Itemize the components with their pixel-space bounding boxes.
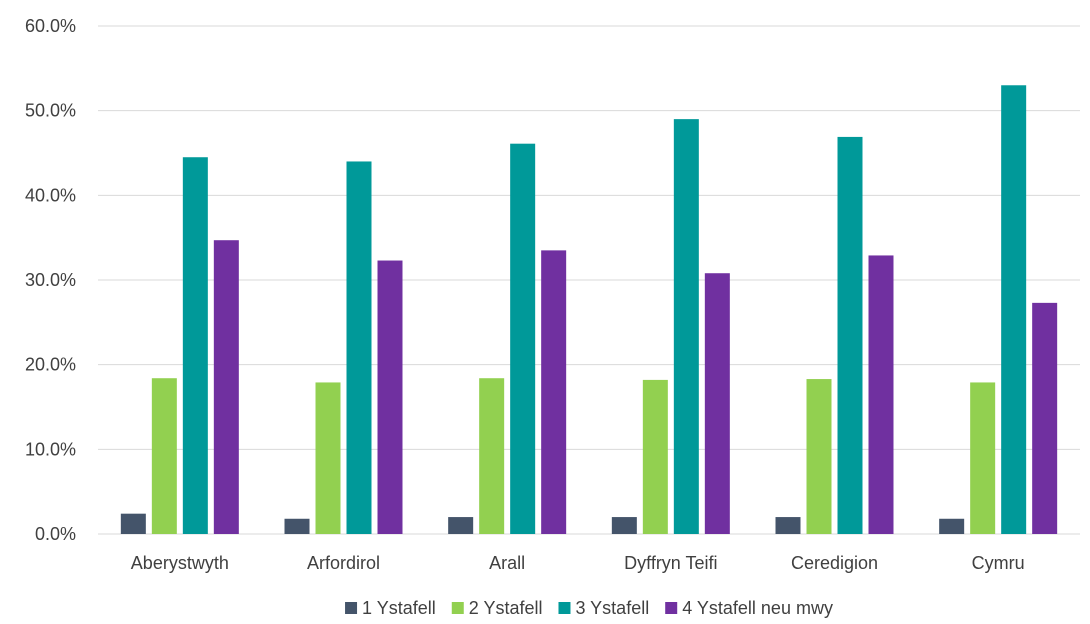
legend-swatch [451, 602, 464, 614]
y-tick-label: 60.0% [25, 16, 76, 36]
x-axis-category-labels: Aberystwyth Arfordirol Arall Dyffryn Teifi C… [131, 553, 1025, 573]
x-category-label: Arfordirol [307, 553, 380, 573]
bar-cymru-series-4 [1032, 302, 1058, 534]
y-tick-label: 50.0% [25, 101, 76, 121]
y-tick-label: 40.0% [25, 185, 76, 205]
bar-ceredigion-series-3 [837, 136, 863, 534]
bar-cymru-series-3 [1001, 85, 1027, 535]
legend-swatch [665, 602, 678, 614]
bar-arall-series-4 [541, 250, 567, 534]
y-tick-label: 0.0% [35, 524, 76, 544]
bar-ceredigion-series-2 [806, 379, 832, 534]
bars [120, 85, 1058, 535]
x-category-label: Arall [489, 553, 525, 573]
bar-cymru-series-1 [939, 518, 965, 534]
legend-label: 1 Ystafell [362, 598, 436, 618]
bar-arfordirol-series-4 [377, 260, 403, 534]
bar-aberystwyth-series-2 [151, 378, 177, 534]
bar-arfordirol-series-2 [315, 382, 341, 534]
y-tick-label: 10.0% [25, 439, 76, 459]
legend-swatch [345, 602, 358, 614]
bar-arfordirol-series-3 [346, 161, 372, 534]
bar-aberystwyth-series-4 [213, 240, 239, 534]
x-category-label: Cymru [972, 553, 1025, 573]
bar-dyffryn-teifi-series-4 [704, 273, 730, 534]
gridlines [98, 25, 1080, 535]
bar-arall-series-1 [448, 517, 474, 534]
bar-arall-series-2 [479, 378, 505, 534]
y-tick-label: 20.0% [25, 355, 76, 375]
x-category-label: Dyffryn Teifi [624, 553, 717, 573]
y-tick-label: 30.0% [25, 270, 76, 290]
bar-dyffryn-teifi-series-1 [611, 517, 637, 534]
bar-ceredigion-series-4 [868, 255, 894, 535]
legend: 1 Ystafell 2 Ystafell 3 Ystafell 4 Ystafell… [345, 598, 833, 618]
x-category-label: Ceredigion [791, 553, 878, 573]
legend-label: 3 Ystafell [575, 598, 649, 618]
bar-aberystwyth-series-3 [182, 157, 208, 534]
bar-cymru-series-2 [970, 382, 996, 534]
bar-aberystwyth-series-1 [120, 513, 146, 534]
bar-arall-series-3 [510, 143, 536, 535]
legend-label: 2 Ystafell [469, 598, 543, 618]
x-category-label: Aberystwyth [131, 553, 229, 573]
bar-dyffryn-teifi-series-3 [673, 119, 699, 534]
y-axis-tick-labels: 0.0% 10.0% 20.0% 30.0% 40.0% 50.0% 60.0% [25, 16, 76, 544]
bar-ceredigion-series-1 [775, 517, 801, 534]
legend-swatch [558, 602, 571, 614]
bar-dyffryn-teifi-series-2 [642, 379, 668, 534]
bar-arfordirol-series-1 [284, 518, 310, 534]
legend-label: 4 Ystafell neu mwy [682, 598, 833, 618]
